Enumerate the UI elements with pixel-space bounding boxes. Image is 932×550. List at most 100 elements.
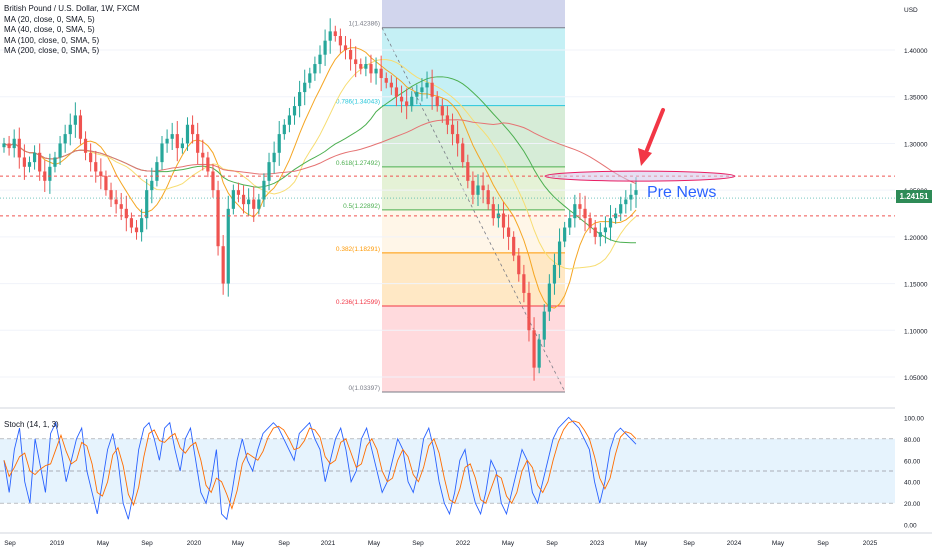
- candle-body: [27, 162, 32, 167]
- candle-body: [22, 157, 26, 167]
- arrow-shaft: [645, 108, 665, 152]
- candle-body: [491, 204, 495, 219]
- candle-body: [634, 190, 638, 195]
- candle-body: [129, 218, 134, 228]
- arrow-head: [638, 148, 652, 166]
- candle-body: [415, 92, 419, 97]
- candle-body: [109, 190, 113, 200]
- fib-label-0.786: 0.786(1.34043): [336, 99, 380, 106]
- candle-body: [389, 82, 393, 88]
- candle-body: [348, 50, 353, 60]
- candle-body: [38, 152, 42, 172]
- time-tick-label: May: [97, 540, 110, 547]
- moving-averages: [3, 47, 637, 309]
- candle-body: [471, 180, 475, 195]
- fib-zone-0.786: [382, 27, 565, 106]
- candle-body: [364, 64, 368, 69]
- time-tick-label: Sep: [4, 540, 16, 547]
- candle-body: [89, 152, 93, 163]
- fib-label-0.382: 0.382(1.18291): [336, 246, 380, 253]
- candle-body: [603, 227, 608, 233]
- candle-body: [323, 40, 327, 55]
- time-tick-label: May: [502, 540, 515, 547]
- price-axis-unit: USD: [904, 7, 918, 14]
- candle-body: [445, 115, 450, 125]
- candle-body: [252, 199, 256, 209]
- time-tick-label: Sep: [683, 540, 695, 547]
- candle-body: [399, 96, 404, 102]
- fib-trend-line: [381, 27, 566, 393]
- resistance-ellipse: [544, 170, 736, 182]
- candle-body: [247, 199, 251, 205]
- candle-body: [303, 82, 307, 93]
- time-tick-label: Sep: [546, 540, 558, 547]
- candle-body: [185, 124, 190, 144]
- candle-body: [394, 87, 399, 97]
- ma200-line: [3, 119, 637, 185]
- candle-body: [486, 190, 490, 205]
- legend-ma200[interactable]: MA (200, close, 0, SMA, 5): [4, 46, 100, 55]
- candle-body: [481, 185, 485, 191]
- time-tick-label: May: [368, 540, 381, 547]
- fib-zone-0.618: [382, 105, 565, 167]
- candle-body: [573, 204, 577, 219]
- stoch-label[interactable]: Stoch (14, 1, 3): [4, 420, 59, 429]
- candle-body: [374, 68, 378, 74]
- candle-body: [384, 78, 388, 83]
- candle-body: [522, 274, 526, 293]
- candle-body: [124, 208, 128, 219]
- legend: British Pound / U.S. Dollar, 1W, FXCM MA…: [4, 4, 140, 57]
- candle-body: [226, 208, 230, 284]
- candle-body: [532, 330, 536, 368]
- candle-body: [241, 194, 246, 205]
- candle-body: [369, 64, 373, 74]
- candle-body: [563, 227, 567, 242]
- legend-symbol[interactable]: British Pound / U.S. Dollar, 1W, FXCM: [4, 4, 140, 13]
- candle-body: [537, 339, 541, 368]
- candle-body: [196, 134, 200, 153]
- grid: [0, 49, 895, 378]
- time-tick-label: 2022: [456, 540, 471, 547]
- candle-body: [328, 31, 332, 41]
- time-tick-label: 2020: [187, 540, 202, 547]
- time-tick-label: May: [232, 540, 245, 547]
- candle-body: [547, 283, 551, 312]
- time-tick-label: Sep: [141, 540, 153, 547]
- stoch-k-line: [3, 416, 637, 521]
- candle-body: [190, 124, 195, 135]
- candle-body: [277, 134, 281, 153]
- candle-body: [12, 138, 16, 149]
- candle-body: [456, 134, 460, 144]
- stoch-tick-label: 0.00: [904, 523, 917, 530]
- candle-body: [506, 227, 511, 237]
- candle-body: [7, 143, 11, 149]
- fib-zone-0.236: [382, 252, 565, 306]
- price-tick-label: 1.15000: [904, 282, 928, 289]
- legend-ma100[interactable]: MA (100, close, 0, SMA, 5): [4, 35, 100, 45]
- stoch-tick-label: 100.00: [904, 415, 924, 422]
- candle-body: [405, 101, 409, 107]
- candle-body: [17, 138, 21, 158]
- time-tick-label: 2025: [863, 540, 878, 547]
- legend-ma20[interactable]: MA (20, close, 0, SMA, 5): [4, 14, 95, 24]
- legend-ma40[interactable]: MA (40, close, 0, SMA, 5): [4, 25, 95, 34]
- candle-body: [211, 171, 215, 191]
- time-tick-label: 2023: [590, 540, 605, 547]
- candle-body: [501, 213, 506, 228]
- candle-body: [624, 199, 628, 205]
- price-tick-label: 1.40000: [904, 48, 928, 55]
- overlays: [0, 108, 895, 217]
- time-tick-label: 2021: [321, 540, 336, 547]
- candle-body: [201, 152, 205, 158]
- candle-body: [578, 204, 582, 209]
- candle-body: [430, 82, 434, 97]
- candle-body: [338, 36, 342, 46]
- candle-body: [435, 96, 439, 107]
- time-tick-label: Sep: [278, 540, 290, 547]
- fibonacci-retracement: 1(1.42386) 0.786(1.34043) 0.618(1.27492) 0.…: [336, 0, 566, 393]
- candle-body: [236, 190, 241, 195]
- current-price-badge: 1.24151: [896, 190, 932, 203]
- candle-body: [48, 166, 52, 181]
- candle-body: [292, 106, 297, 116]
- fib-label-0.236: 0.236(1.12599): [336, 299, 380, 306]
